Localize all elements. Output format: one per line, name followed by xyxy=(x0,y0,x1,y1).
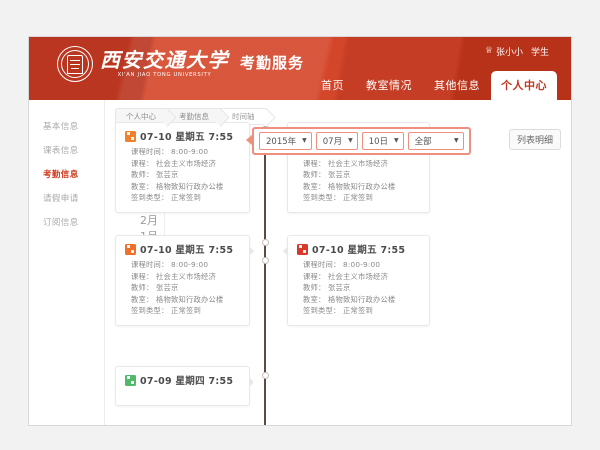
chevron-down-icon: ▼ xyxy=(348,136,353,144)
type-select[interactable]: 全部 ▼ xyxy=(407,132,464,150)
card-room: 教室： 格物致知行政办公楼 xyxy=(303,294,396,304)
site-header: 西安交通大学 XI'AN JIAO TONG UNIVERSITY 考勤服务 ♕… xyxy=(29,37,571,100)
card-signin-type: 签到类型： 正常签到 xyxy=(131,306,201,315)
chevron-down-icon: ▼ xyxy=(302,136,307,144)
card-signin-type: 签到类型： 正常签到 xyxy=(303,306,373,315)
user-role: 学生 xyxy=(530,48,549,58)
sidebar-item-schedule-info[interactable]: 课表信息 xyxy=(43,146,79,156)
card-course-time: 课程时间： 8:00-9:00 xyxy=(303,260,381,269)
card-room: 教室： 格物致知行政办公楼 xyxy=(303,181,396,191)
card-course-time: 课程时间： 8:00-9:00 xyxy=(131,147,209,156)
year-select[interactable]: 2015年 ▼ xyxy=(259,132,312,150)
day-select[interactable]: 10日 ▼ xyxy=(361,132,404,150)
month-select[interactable]: 07月 ▼ xyxy=(315,132,358,150)
attendance-record-icon xyxy=(297,243,308,255)
card-header: 07-10 星期五 7:55 xyxy=(125,129,240,143)
card-course-name: 课程： 社会主义市场经济 xyxy=(131,271,216,281)
card-title: 07-10 星期五 7:55 xyxy=(140,245,234,256)
card-course-name: 课程： 社会主义市场经济 xyxy=(131,158,216,168)
list-detail-button[interactable]: 列表明细 xyxy=(508,129,561,150)
attendance-record-icon xyxy=(125,243,136,255)
chevron-down-icon: ▼ xyxy=(454,136,459,144)
card-pointer xyxy=(249,246,254,256)
card-pointer xyxy=(283,246,288,256)
nav-item-home[interactable]: 首页 xyxy=(321,79,344,92)
sidebar-item-subscription-info[interactable]: 订阅信息 xyxy=(43,218,79,228)
content-area: 个人中心 考勤信息 时间轴 2015 7月 6月 5月 3月 2月 1月 201… xyxy=(105,100,571,425)
user-info[interactable]: ♕ 张小小 学生 xyxy=(484,45,549,59)
university-name-en: XI'AN JIAO TONG UNIVERSITY xyxy=(117,72,212,78)
date-filter-bar: 2015年 ▼ 07月 ▼ 10日 ▼ 全部 ▼ xyxy=(246,127,471,155)
card-header: 07-09 星期四 7:55 xyxy=(125,373,240,387)
year-rail-item-feb[interactable]: 2月 xyxy=(140,213,158,227)
site-brand[interactable]: 西安交通大学 XI'AN JIAO TONG UNIVERSITY 考勤服务 xyxy=(57,46,304,82)
card-signin-type: 签到类型： 正常签到 xyxy=(131,193,201,202)
nav-item-other-info[interactable]: 其他信息 xyxy=(434,79,480,92)
attendance-card[interactable]: 07-10 星期五 7:55 课程时间： 8:00-9:00 课程： 社会主义市… xyxy=(283,235,430,326)
card-room: 教室： 格物致知行政办公楼 xyxy=(131,294,224,304)
card-course-time: 课程时间： 8:00-9:00 xyxy=(131,260,209,269)
nav-item-personal-center[interactable]: 个人中心 xyxy=(491,71,557,100)
timeline-node[interactable] xyxy=(261,372,269,379)
attendance-card[interactable]: 07-10 星期五 7:55 课程时间： 8:00-9:00 课程： 社会主义市… xyxy=(115,122,254,213)
card-room: 教室： 格物致知行政办公楼 xyxy=(131,181,224,191)
card-teacher: 教师： 张芸京 xyxy=(131,170,179,179)
timeline-spine xyxy=(264,126,267,425)
sidebar-item-basic-info[interactable]: 基本信息 xyxy=(43,122,79,132)
person-icon: ♕ xyxy=(484,46,493,56)
page-body: 基本信息 课表信息 考勤信息 请假申请 订阅信息 个人中心 考勤信息 时间轴 2… xyxy=(29,100,571,425)
attendance-card[interactable]: 07-10 星期五 7:55 课程时间： 8:00-9:00 课程： 社会主义市… xyxy=(115,235,254,326)
application-window: 西安交通大学 XI'AN JIAO TONG UNIVERSITY 考勤服务 ♕… xyxy=(28,36,572,426)
card-course-name: 课程： 社会主义市场经济 xyxy=(303,271,388,281)
nav-item-classroom[interactable]: 教室情况 xyxy=(366,79,412,92)
main-navigation: 首页 教室情况 其他信息 个人中心 xyxy=(310,71,557,100)
timeline-node[interactable] xyxy=(261,239,269,246)
attendance-record-icon xyxy=(125,374,136,386)
brand-text: 西安交通大学 XI'AN JIAO TONG UNIVERSITY xyxy=(100,49,229,79)
card-course-name: 课程： 社会主义市场经济 xyxy=(303,158,388,168)
user-name: 张小小 xyxy=(495,48,523,58)
card-header: 07-10 星期五 7:55 xyxy=(125,242,240,256)
timeline-node[interactable] xyxy=(261,257,269,264)
day-select-value: 10日 xyxy=(368,136,389,147)
card-title: 07-09 星期四 7:55 xyxy=(140,376,234,387)
university-name-cn: 西安交通大学 xyxy=(100,48,229,72)
university-seal-icon xyxy=(57,46,93,82)
card-header: 07-10 星期五 7:55 xyxy=(297,242,420,256)
chevron-down-icon: ▼ xyxy=(394,136,399,144)
card-title: 07-10 星期五 7:55 xyxy=(140,132,234,143)
attendance-record-icon xyxy=(125,130,136,142)
sidebar-item-leave-request[interactable]: 请假申请 xyxy=(43,194,79,204)
card-teacher: 教师： 张芸京 xyxy=(303,170,351,179)
type-select-value: 全部 xyxy=(414,136,432,147)
card-teacher: 教师： 张芸京 xyxy=(303,283,351,292)
card-teacher: 教师： 张芸京 xyxy=(131,283,179,292)
service-title: 考勤服务 xyxy=(240,54,305,72)
card-title: 07-10 星期五 7:55 xyxy=(312,245,406,256)
sidebar-item-attendance-info[interactable]: 考勤信息 xyxy=(43,170,79,180)
card-signin-type: 签到类型： 正常签到 xyxy=(303,193,373,202)
attendance-card[interactable]: 07-09 星期四 7:55 xyxy=(115,366,254,406)
sidebar: 基本信息 课表信息 考勤信息 请假申请 订阅信息 xyxy=(29,100,105,425)
card-pointer xyxy=(249,377,254,387)
month-select-value: 07月 xyxy=(322,136,343,147)
year-select-value: 2015年 xyxy=(266,136,297,147)
